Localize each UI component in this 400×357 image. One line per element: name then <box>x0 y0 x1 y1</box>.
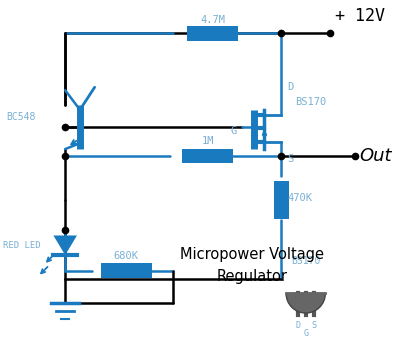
Text: BS170: BS170 <box>295 97 326 107</box>
Text: S: S <box>311 321 316 330</box>
Bar <box>100 263 152 278</box>
Text: 1M: 1M <box>201 136 214 146</box>
Text: D: D <box>287 82 293 92</box>
Wedge shape <box>286 293 325 313</box>
Text: D: D <box>295 321 300 330</box>
Text: RED LED: RED LED <box>3 241 41 250</box>
Bar <box>274 181 288 219</box>
Text: BC548: BC548 <box>6 112 36 122</box>
Text: G: G <box>231 126 237 136</box>
Text: 4.7M: 4.7M <box>200 15 225 25</box>
Text: + 12V: + 12V <box>335 7 385 25</box>
Bar <box>187 26 238 41</box>
Text: Regulator: Regulator <box>216 269 287 284</box>
Text: Micropower Voltage: Micropower Voltage <box>180 247 324 262</box>
Text: 470K: 470K <box>287 193 312 203</box>
Text: 680K: 680K <box>114 251 138 261</box>
Text: BS170: BS170 <box>291 256 320 266</box>
Polygon shape <box>54 236 77 255</box>
Text: G: G <box>303 329 308 338</box>
Text: Out: Out <box>360 147 392 165</box>
Bar <box>182 149 233 163</box>
Text: S: S <box>287 154 293 164</box>
